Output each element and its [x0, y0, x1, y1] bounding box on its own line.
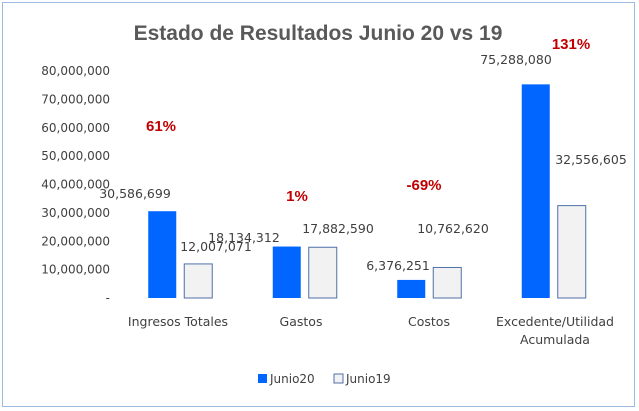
bar-junio20 — [272, 246, 301, 298]
y-axis: - 10,000,000 20,000,000 30,000,000 40,000,00… — [41, 64, 110, 305]
y-tick-label: 30,000,000 — [41, 206, 110, 220]
percent-change-label: 131% — [552, 36, 590, 53]
category-label: Excedente/Utilidad Acumulada — [496, 314, 614, 347]
y-tick-label: 50,000,000 — [41, 149, 110, 163]
data-label: 12,007,071 — [180, 239, 252, 254]
data-label: 6,376,251 — [366, 258, 430, 273]
legend-swatch-junio20 — [258, 374, 267, 383]
bar-junio19 — [432, 266, 462, 299]
bar-junio20 — [397, 279, 426, 298]
chart-title: Estado de Resultados Junio 20 vs 19 — [134, 22, 503, 45]
legend: Junio20 Junio19 — [258, 372, 391, 386]
y-tick-label: 60,000,000 — [41, 121, 110, 135]
data-label: 32,556,605 — [555, 152, 627, 167]
bar-junio20 — [148, 211, 177, 298]
percent-labels: 61% 1% -69% 131% — [146, 36, 590, 205]
data-labels: 30,586,699 18,134,312 6,376,251 75,288,080 1… — [99, 52, 627, 273]
data-label: 75,288,080 — [480, 52, 552, 67]
category-label: Ingresos Totales — [128, 314, 228, 329]
y-tick-label: 70,000,000 — [41, 92, 110, 106]
y-tick-label: - — [106, 291, 110, 305]
percent-change-label: 1% — [286, 188, 308, 205]
bar-junio19 — [308, 246, 338, 299]
data-label: 30,586,699 — [99, 186, 171, 201]
percent-change-label: -69% — [406, 177, 441, 194]
y-tick-label: 20,000,000 — [41, 234, 110, 248]
bar-junio20 — [521, 84, 550, 298]
percent-change-label: 61% — [146, 118, 176, 135]
bar-junio19 — [183, 263, 213, 299]
legend-swatch-junio19 — [333, 373, 344, 384]
bars — [148, 84, 587, 299]
category-label: Costos — [408, 314, 450, 329]
legend-label: Junio20 — [269, 372, 315, 386]
legend-label: Junio19 — [345, 372, 391, 386]
data-label: 18,134,312 — [208, 230, 280, 245]
y-tick-label: 40,000,000 — [41, 178, 110, 192]
data-label: 17,882,590 — [302, 221, 374, 236]
data-label: 10,762,620 — [417, 221, 489, 236]
y-tick-label: 80,000,000 — [41, 64, 110, 78]
bar-junio19 — [557, 205, 587, 299]
category-label: Gastos — [280, 314, 323, 329]
y-tick-label: 10,000,000 — [41, 263, 110, 277]
x-axis: Ingresos Totales Gastos Costos Excedente/Ut… — [128, 314, 614, 347]
